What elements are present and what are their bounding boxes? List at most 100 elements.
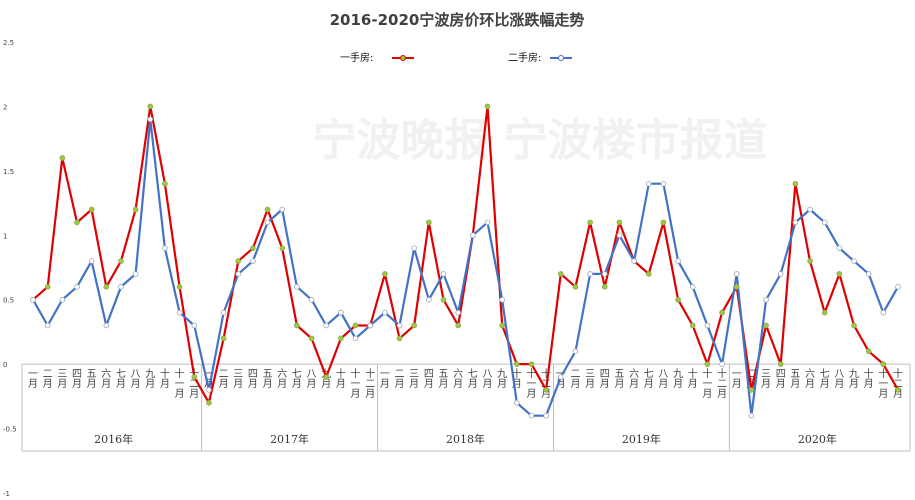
data-point[interactable] [206, 399, 212, 406]
data-point[interactable] [704, 322, 711, 329]
data-point[interactable] [484, 103, 491, 110]
data-point[interactable] [264, 219, 271, 226]
data-point[interactable] [352, 322, 359, 329]
data-point[interactable] [176, 284, 183, 290]
data-point[interactable] [220, 335, 227, 342]
data-point[interactable] [675, 258, 681, 264]
data-point[interactable] [118, 284, 124, 290]
data-point[interactable] [616, 219, 623, 226]
data-point[interactable] [279, 245, 286, 251]
data-point[interactable] [455, 322, 461, 329]
data-point[interactable] [308, 335, 315, 342]
data-point[interactable] [88, 258, 95, 264]
data-point[interactable] [191, 322, 198, 329]
data-point[interactable] [733, 271, 740, 277]
data-point[interactable] [88, 206, 95, 213]
data-point[interactable] [440, 296, 447, 303]
data-point[interactable] [396, 335, 403, 342]
data-point[interactable] [557, 271, 564, 277]
data-point[interactable] [103, 284, 110, 290]
data-point[interactable] [792, 219, 799, 226]
data-point[interactable] [572, 348, 579, 355]
data-point[interactable] [719, 309, 725, 316]
data-point[interactable] [631, 258, 637, 264]
legend-item-new-homes[interactable]: 一手房: [340, 51, 414, 64]
data-point[interactable] [748, 412, 755, 419]
data-point[interactable] [250, 245, 256, 251]
data-point[interactable] [514, 361, 520, 367]
data-point[interactable] [865, 348, 872, 355]
data-point[interactable] [118, 258, 124, 264]
data-point[interactable] [323, 322, 330, 329]
data-point[interactable] [748, 387, 755, 393]
data-point[interactable] [162, 180, 168, 187]
data-point[interactable] [470, 232, 476, 239]
data-point[interactable] [440, 271, 447, 277]
data-point[interactable] [455, 309, 461, 316]
data-point[interactable] [147, 103, 154, 110]
data-point[interactable] [235, 271, 242, 277]
data-point[interactable] [543, 412, 549, 419]
data-point[interactable] [396, 322, 403, 329]
data-point[interactable] [543, 387, 549, 393]
legend-item-second-hand-homes[interactable]: 二手房: [508, 51, 572, 64]
data-point[interactable] [777, 271, 784, 277]
data-point[interactable] [528, 412, 535, 419]
data-point[interactable] [572, 284, 579, 290]
data-point[interactable] [851, 322, 857, 329]
data-point[interactable] [763, 296, 769, 303]
data-point[interactable] [836, 245, 843, 251]
data-point[interactable] [59, 296, 66, 303]
data-point[interactable] [426, 219, 432, 226]
data-point[interactable] [499, 322, 505, 329]
data-point[interactable] [807, 206, 813, 213]
data-point[interactable] [382, 309, 388, 316]
data-point[interactable] [645, 180, 652, 187]
data-point[interactable] [821, 219, 828, 226]
data-point[interactable] [587, 219, 593, 226]
data-point[interactable] [162, 245, 168, 251]
data-point[interactable] [250, 258, 256, 264]
data-point[interactable] [176, 309, 183, 316]
data-point[interactable] [895, 387, 901, 393]
data-point[interactable] [338, 309, 344, 316]
data-point[interactable] [484, 219, 491, 226]
data-point[interactable] [689, 322, 696, 329]
data-point[interactable] [103, 322, 110, 329]
data-point[interactable] [206, 387, 212, 393]
data-point[interactable] [704, 361, 711, 367]
data-point[interactable] [59, 155, 66, 161]
data-point[interactable] [777, 361, 784, 367]
data-point[interactable] [294, 322, 300, 329]
data-point[interactable] [660, 219, 667, 226]
data-point[interactable] [645, 271, 652, 277]
data-point[interactable] [865, 271, 872, 277]
data-point[interactable] [880, 361, 887, 367]
data-point[interactable] [191, 374, 198, 380]
data-point[interactable] [338, 335, 344, 342]
data-point[interactable] [294, 284, 300, 290]
data-point[interactable] [323, 374, 330, 380]
data-point[interactable] [352, 335, 359, 342]
data-point[interactable] [44, 322, 51, 329]
data-point[interactable] [411, 245, 417, 251]
data-point[interactable] [279, 206, 286, 213]
data-point[interactable] [30, 296, 36, 303]
data-point[interactable] [851, 258, 857, 264]
data-point[interactable] [411, 322, 417, 329]
data-point[interactable] [514, 399, 520, 406]
data-point[interactable] [880, 309, 887, 316]
data-point[interactable] [821, 309, 828, 316]
data-point[interactable] [601, 271, 608, 277]
data-point[interactable] [74, 284, 80, 290]
data-point[interactable] [220, 309, 227, 316]
data-point[interactable] [836, 271, 843, 277]
data-point[interactable] [499, 296, 505, 303]
data-point[interactable] [792, 180, 799, 187]
data-point[interactable] [74, 219, 80, 226]
data-point[interactable] [44, 284, 51, 290]
data-point[interactable] [675, 296, 681, 303]
data-point[interactable] [367, 322, 374, 329]
data-point[interactable] [308, 296, 315, 303]
data-point[interactable] [235, 258, 242, 264]
